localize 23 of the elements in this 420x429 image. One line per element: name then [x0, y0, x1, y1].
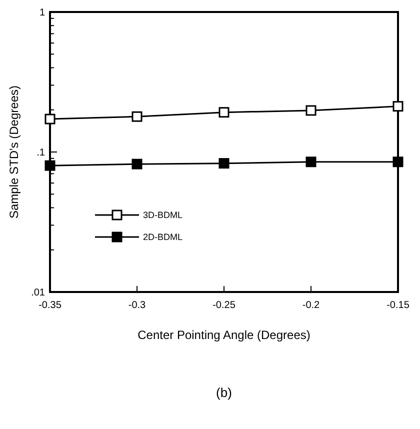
y-tick-label: 1 [39, 8, 46, 18]
y-axis-title: Sample STD's (Degrees) [7, 86, 21, 218]
legend-label: 2D-BDML [143, 232, 183, 242]
point [218, 158, 230, 169]
point [132, 111, 142, 122]
y-tick-label: .1 [36, 148, 46, 158]
x-tick-label: -0.3 [128, 300, 146, 311]
point [218, 107, 230, 118]
point [306, 156, 316, 168]
x-tick-label: -0.15 [386, 300, 410, 311]
y-tick-label: .01 [31, 288, 46, 298]
point [44, 114, 56, 124]
point [44, 160, 56, 171]
x-tick-label: -0.2 [302, 300, 320, 311]
x-tick-label: -0.35 [38, 300, 62, 311]
point [392, 156, 404, 168]
point [132, 158, 142, 170]
point [306, 105, 316, 116]
x-axis-title: Center Pointing Angle (Degrees) [138, 328, 310, 342]
legend-label: 3D-BDML [143, 210, 183, 220]
point [392, 101, 404, 112]
text: (b) [216, 385, 232, 400]
x-tick-label: -0.25 [212, 300, 236, 311]
